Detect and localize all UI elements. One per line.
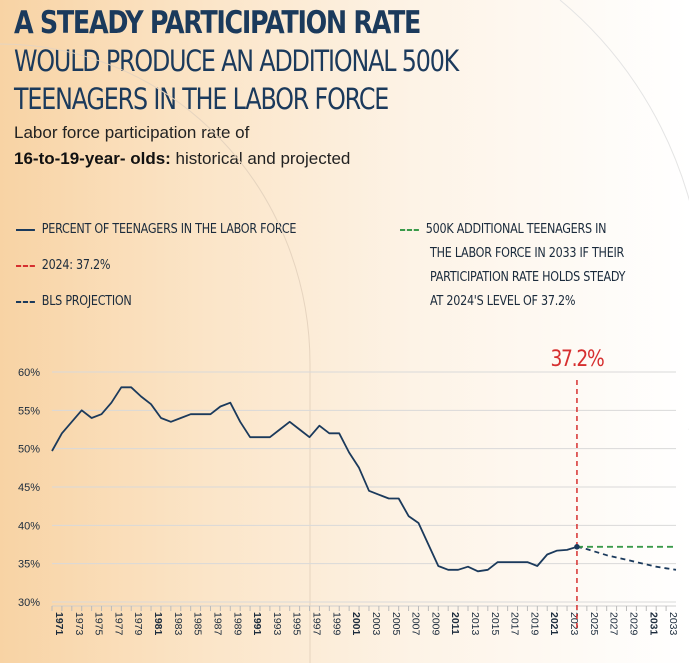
- legend-bls-swatch: [16, 300, 35, 303]
- x-tick-label: 2005: [390, 612, 402, 636]
- legend-2024: 2024: 37.2%: [16, 254, 111, 278]
- x-tick-label: 2031: [647, 612, 659, 636]
- x-tick-label: 1987: [211, 612, 223, 636]
- y-tick-label: 55%: [18, 405, 40, 417]
- series-line-historical: [51, 386, 578, 573]
- decorative-arc-left: [0, 43, 311, 365]
- x-tick-label: 2003: [370, 612, 382, 636]
- x-tick-label: 1983: [172, 612, 184, 636]
- annotation-37-2: 37.2%: [550, 346, 604, 372]
- x-tick-label: 1977: [112, 612, 124, 636]
- legend-steady-line-4: AT 2024'S LEVEL OF 37.2%: [430, 294, 576, 309]
- legend-2024-swatch: [16, 264, 35, 267]
- x-tick-label: 2017: [509, 612, 521, 636]
- x-tick-label: 2001: [350, 612, 362, 636]
- x-tick-label: 1995: [291, 612, 303, 636]
- x-tick-label: 2009: [429, 612, 441, 636]
- marker-2024: 37.2%: [550, 346, 606, 632]
- x-tick-label: 2015: [489, 612, 501, 636]
- chart-title-line-2: WOULD PRODUCE AN ADDITIONAL 500K: [14, 44, 459, 78]
- series-line-bls: [576, 545, 677, 571]
- x-tick-label: 2013: [469, 612, 481, 636]
- gridlines: [52, 371, 676, 603]
- x-tick-label: 2021: [548, 612, 560, 636]
- x-tick-label: 1985: [192, 612, 204, 636]
- legend-steady-line-1: 500K ADDITIONAL TEENAGERS IN: [425, 222, 607, 237]
- subtitle-rest: historical and projected: [170, 149, 351, 168]
- x-tick-label: 2011: [449, 612, 461, 635]
- x-tick-label: 2029: [627, 612, 639, 636]
- x-axis: 1971 1973 1975 1977 1979 1981 1983 1985 1987 1989…: [51, 605, 679, 636]
- legend-steady-line-3: PARTICIPATION RATE HOLDS STEADY: [430, 270, 626, 285]
- x-tick-label: 2007: [410, 612, 422, 636]
- y-tick-label: 45%: [18, 482, 40, 494]
- x-tick-label: 1975: [93, 612, 105, 636]
- subtitle-line-1: Labor force participation rate of: [14, 123, 250, 142]
- x-tick-label: 1971: [53, 612, 65, 636]
- chart-title-line-1: A STEADY PARTICIPATION RATE: [14, 5, 421, 41]
- y-tick-label: 35%: [18, 559, 40, 571]
- x-tick-label: 1999: [330, 612, 342, 636]
- y-tick-label: 60%: [18, 367, 40, 379]
- legend-bls-label: BLS PROJECTION: [41, 294, 132, 309]
- y-tick-label: 30%: [18, 597, 40, 609]
- legend-steady-line-2: THE LABOR FORCE IN 2033 IF THEIR: [430, 246, 625, 261]
- x-tick-label: 1989: [231, 612, 243, 636]
- x-tick-label: 2023: [568, 612, 580, 636]
- x-tick-label: 1991: [251, 612, 263, 636]
- chart-title-line-3: TEENAGERS IN THE LABOR FORCE: [14, 82, 389, 116]
- headline: A STEADY PARTICIPATION RATE WOULD PRODUC…: [14, 4, 556, 172]
- point-2024: [574, 544, 580, 550]
- x-tick-label: 1979: [132, 612, 144, 636]
- chart-subtitle: Labor force participation rate of 16-to-…: [14, 120, 556, 172]
- x-tick-label: 1997: [311, 612, 323, 636]
- x-tick-label: 1981: [152, 612, 164, 636]
- x-tick-label: 2025: [588, 612, 600, 636]
- x-tick-label: 2019: [528, 612, 540, 636]
- x-tick-label: 1993: [271, 612, 283, 636]
- x-tick-label: 2033: [667, 612, 679, 636]
- legend-historical: PERCENT OF TEENAGERS IN THE LABOR FORCE: [16, 218, 296, 242]
- x-tick-label: 2027: [608, 612, 620, 636]
- legend-2024-label: 2024: 37.2%: [41, 258, 111, 273]
- legend-bls: BLS PROJECTION: [16, 290, 132, 314]
- series-lines: [51, 386, 677, 573]
- legend-steady: 500K ADDITIONAL TEENAGERS IN: [400, 218, 607, 242]
- legend-historical-label: PERCENT OF TEENAGERS IN THE LABOR FORCE: [41, 222, 297, 237]
- y-tick-label: 40%: [18, 520, 40, 532]
- subtitle-bold: 16-to-19-year- olds:: [14, 149, 171, 168]
- y-axis: 60% 55% 50% 45% 40% 35% 30%: [18, 367, 40, 609]
- x-tick-label: 1973: [73, 612, 85, 636]
- decorative-arc-right: [559, 0, 689, 430]
- y-tick-label: 50%: [18, 444, 40, 456]
- legend-steady-swatch: [400, 228, 419, 231]
- legend-historical-swatch: [16, 228, 35, 231]
- subtitle-line-2: 16-to-19-year- olds: historical and proj…: [14, 146, 556, 172]
